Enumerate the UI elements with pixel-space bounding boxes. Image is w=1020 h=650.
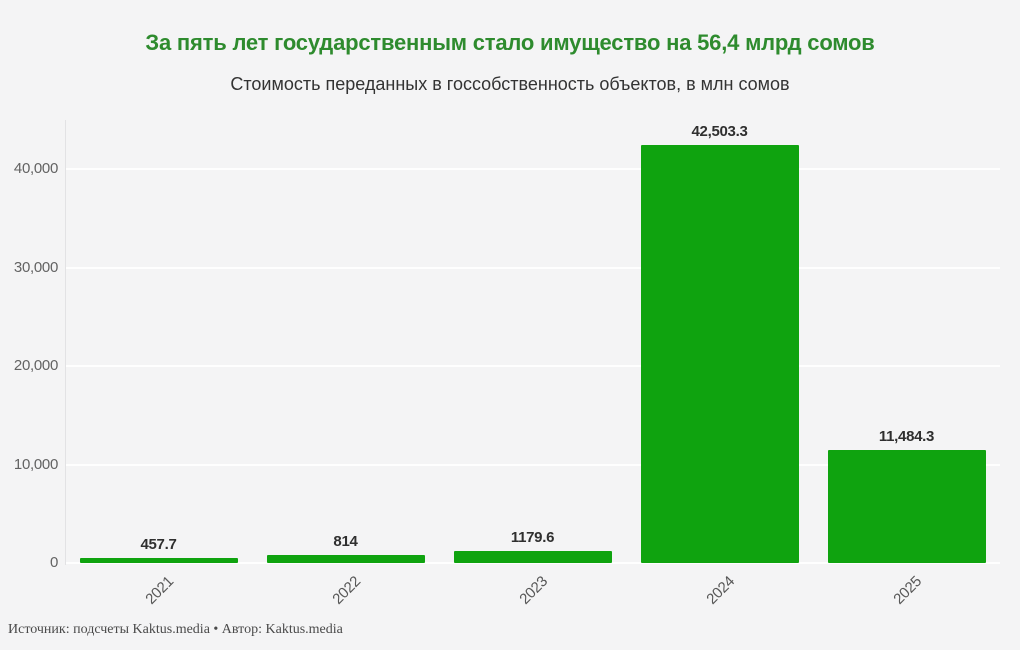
gridline-10,000 (65, 463, 1000, 466)
gridline-40,000 (65, 168, 1000, 171)
bar-value-label: 1179.6 (510, 529, 555, 547)
y-axis-line (65, 120, 66, 565)
bar-2022 (266, 554, 425, 563)
x-axis-tick-label-2023: 2023 (515, 573, 551, 608)
bar-2025 (827, 449, 986, 563)
y-axis-tick-label: 40,000 (13, 160, 58, 178)
x-axis-tick-label-2022: 2022 (328, 573, 364, 608)
bar-value-label: 42,503.3 (691, 122, 748, 140)
x-axis-tick-label-2024: 2024 (702, 573, 738, 608)
bar-value-label: 457.7 (140, 536, 177, 554)
gridline-30,000 (65, 266, 1000, 269)
bar-value-label: 814 (333, 532, 358, 550)
bar-2021 (79, 558, 238, 563)
gridline-20,000 (65, 365, 1000, 368)
bar-value-label: 11,484.3 (878, 427, 935, 445)
y-axis-tick-label: 0 (49, 554, 58, 571)
y-axis-tick-label: 20,000 (13, 357, 58, 375)
source-attribution: Источник: подсчеты Kaktus.media • Автор:… (8, 622, 343, 637)
y-axis-tick-label: 30,000 (13, 258, 58, 276)
chart-title: За пять лет государственным стало имущес… (145, 30, 875, 55)
chart-subtitle: Стоимость переданных в госсобственность … (230, 74, 790, 94)
x-axis-tick-label-2025: 2025 (889, 573, 925, 608)
x-axis-tick-label-2021: 2021 (141, 573, 177, 608)
y-axis-tick-label: 10,000 (13, 455, 58, 473)
gridline-0 (65, 562, 1000, 564)
bar-2024 (640, 144, 799, 563)
bar-2023 (453, 551, 612, 563)
